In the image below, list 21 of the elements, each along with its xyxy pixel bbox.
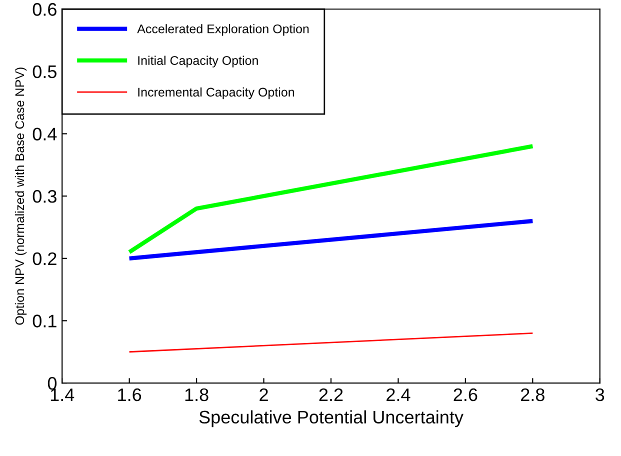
y-tick-label: 0.6 (32, 3, 56, 16)
y-tick-label: 0 (48, 376, 57, 390)
y-tick-label: 0.1 (32, 314, 56, 328)
y-tick-label: 0.5 (32, 65, 56, 78)
x-tick-label: 3 (596, 388, 604, 402)
x-tick-label: 2 (260, 388, 268, 401)
y-tick-label: 0.3 (32, 190, 56, 203)
y-tick-label: 0.2 (32, 252, 56, 266)
legend-label: Initial Capacity Option (138, 56, 258, 68)
x-tick-label: 2.4 (386, 388, 410, 401)
x-axis-title: Speculative Potential Uncertainty (199, 410, 464, 428)
x-tick-label: 1.8 (185, 388, 208, 402)
x-tick-label: 1.4 (50, 388, 74, 401)
x-tick-label: 2.6 (454, 388, 478, 402)
legend-label: Accelerated Exploration Option (137, 24, 309, 36)
y-tick-label: 0.4 (32, 128, 57, 140)
x-tick-label: 2.8 (521, 388, 544, 402)
legend-label: Incremental Capacity Option (138, 87, 294, 100)
x-tick-label: 1.6 (118, 388, 142, 402)
y-axis-title: Option NPV (normalized with Base Case NPV) (14, 68, 27, 325)
x-tick-label: 2.2 (319, 388, 343, 401)
